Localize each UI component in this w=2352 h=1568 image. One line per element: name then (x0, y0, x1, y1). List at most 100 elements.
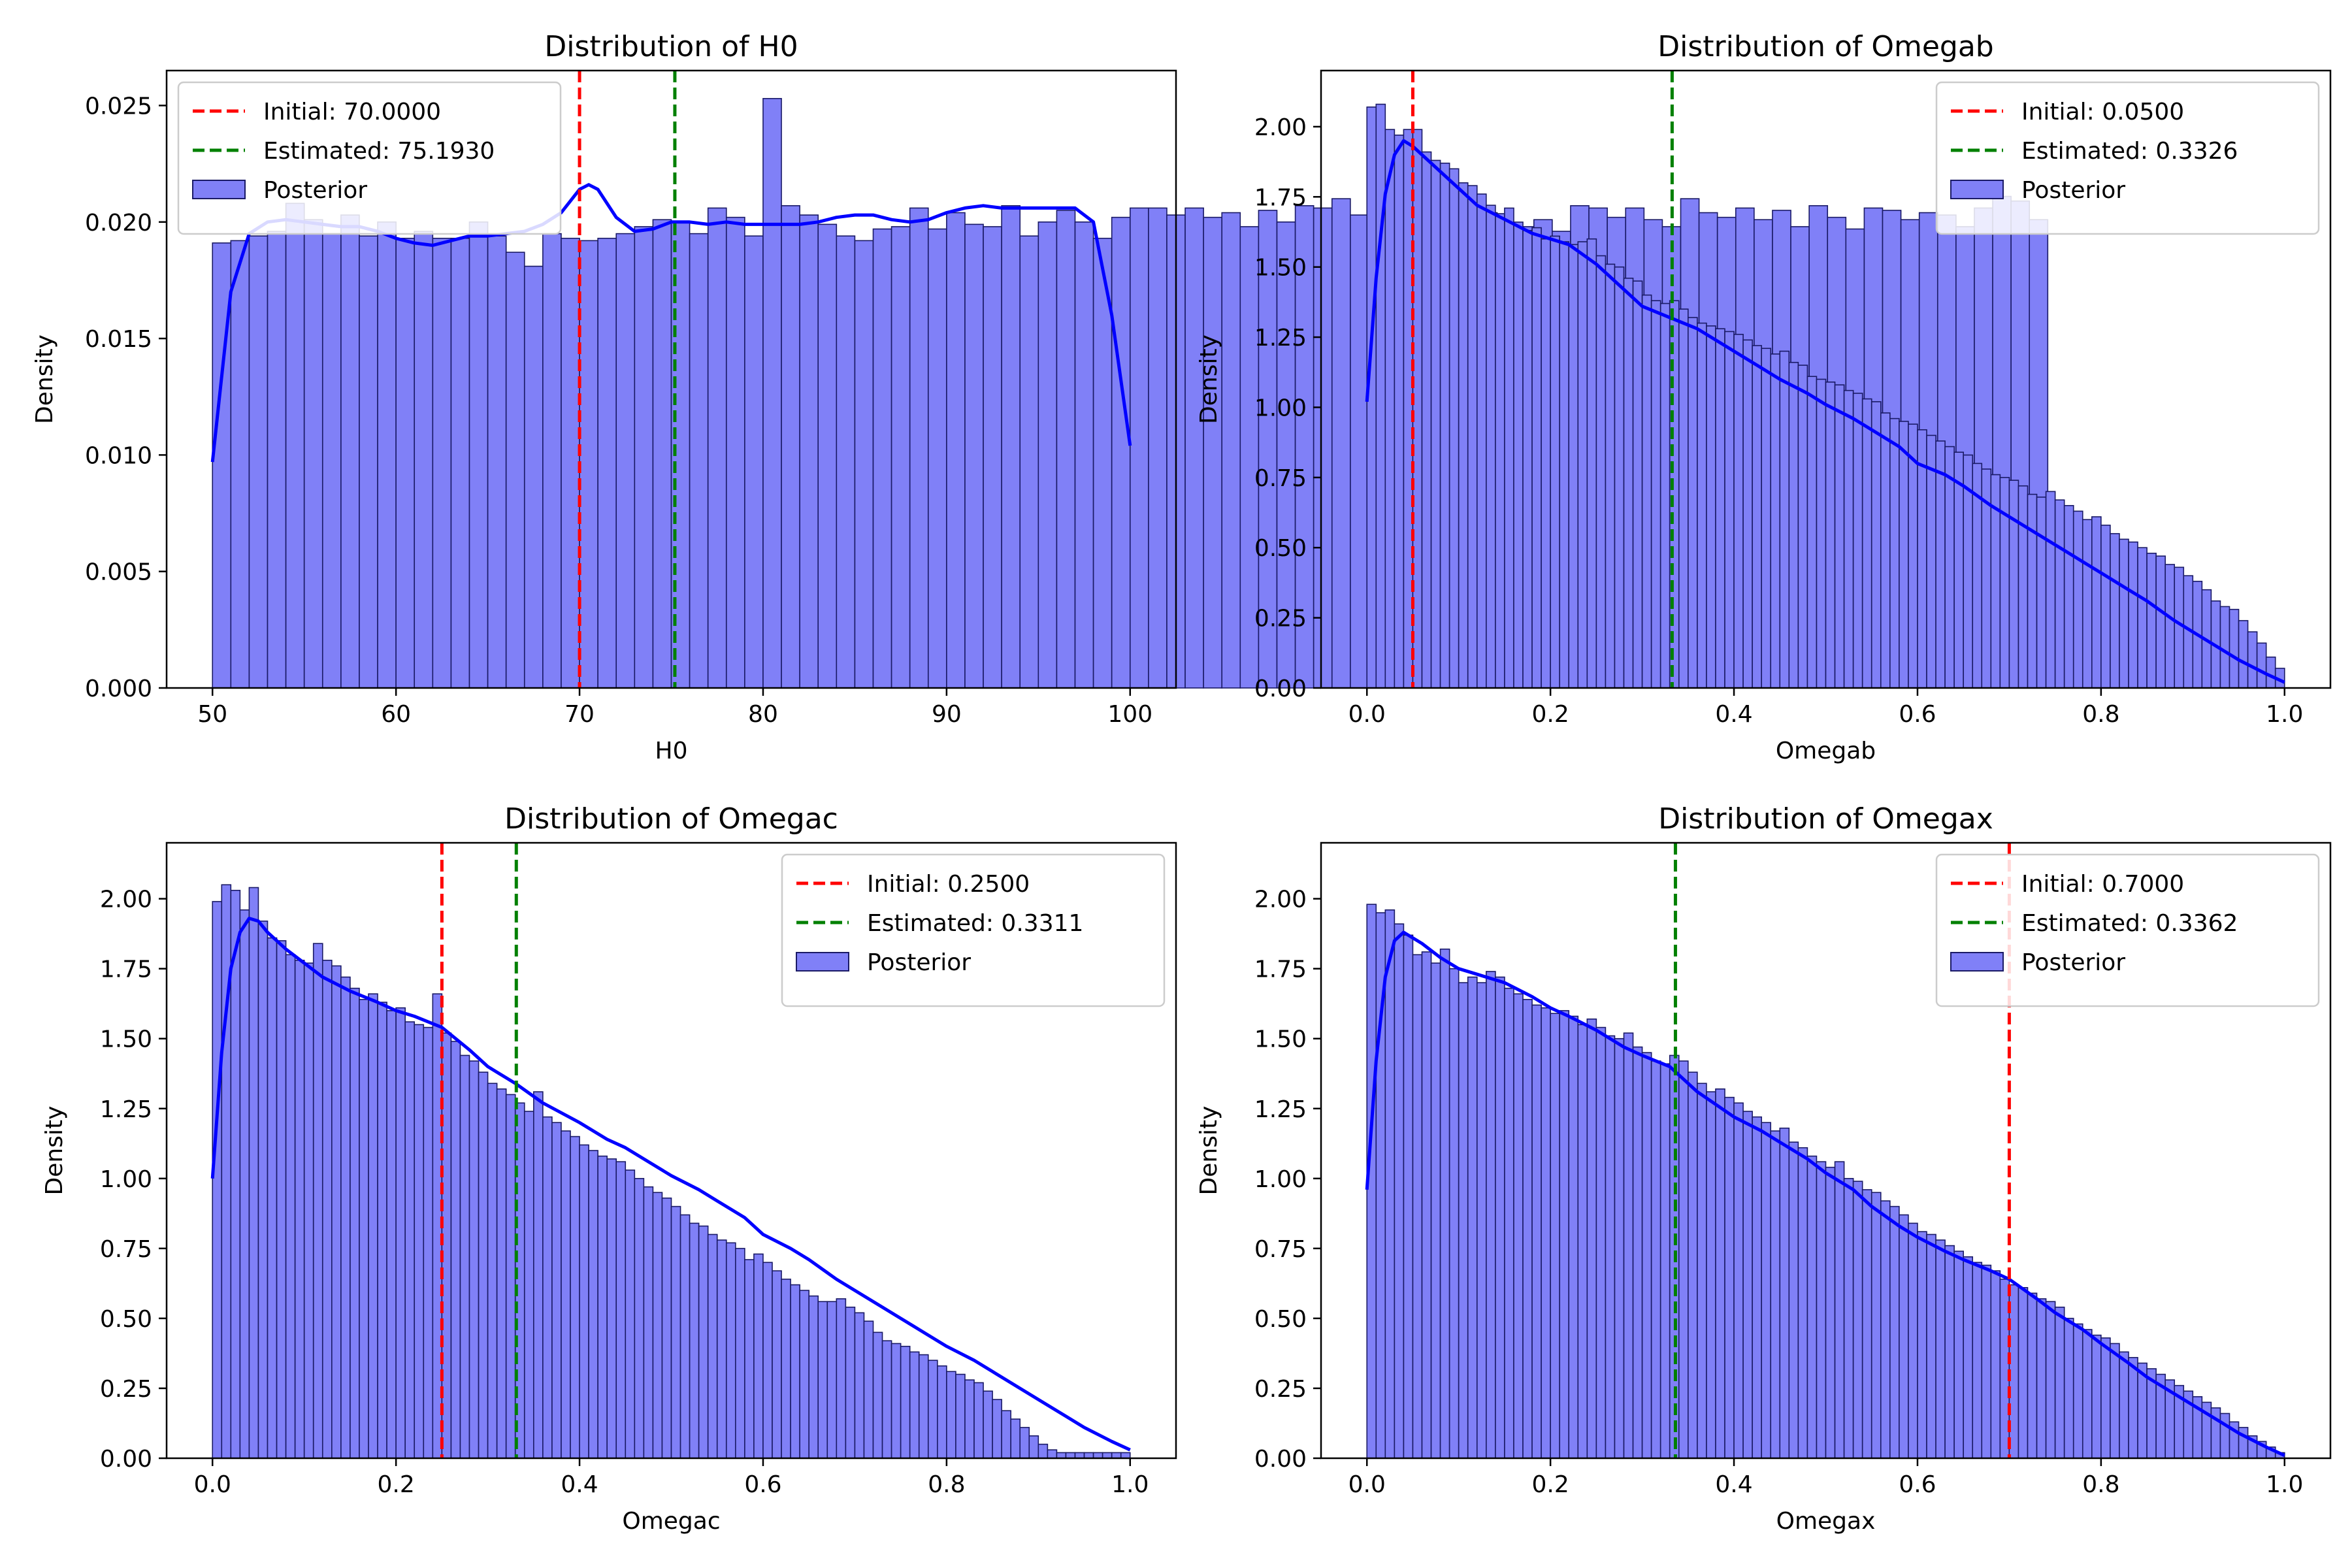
legend-initial-label: Initial: 0.2500 (867, 871, 1030, 898)
histogram-bar (725, 216, 745, 689)
histogram-bar (1476, 982, 1487, 1459)
histogram-bar (1797, 365, 1808, 689)
histogram-bar (1092, 237, 1113, 689)
histogram-bar (1944, 446, 1955, 689)
histogram-bar (1513, 993, 1524, 1459)
histogram-bar (2063, 1318, 2074, 1459)
histogram-bar (257, 921, 269, 1459)
histogram-bar (450, 1041, 461, 1459)
histogram-bar (799, 1290, 809, 1459)
histogram-bar (386, 1010, 397, 1459)
histogram-bar (1458, 982, 1469, 1459)
x-tick-label: 80 (748, 701, 778, 728)
histogram-bar (1752, 345, 1762, 689)
histogram-bar (2063, 504, 2074, 689)
y-tick-label: 1.00 (100, 1166, 152, 1193)
histogram-bar (588, 1150, 598, 1459)
histogram-bar (1614, 1037, 1625, 1459)
y-tick-label: 1.25 (100, 1096, 152, 1123)
histogram-bar (2238, 620, 2249, 689)
histogram-bar (579, 1144, 589, 1459)
histogram-bar (523, 265, 544, 689)
histogram-bar (459, 1054, 470, 1459)
histogram-bar (230, 889, 241, 1459)
histogram-bar (2256, 642, 2267, 689)
y-tick-label: 0.005 (85, 559, 152, 586)
histogram-bar (570, 1135, 580, 1459)
y-tick-label: 1.75 (100, 956, 152, 983)
histogram-bar (1541, 1007, 1551, 1459)
histogram-bar (303, 219, 323, 689)
histogram-bar (1486, 204, 1496, 689)
y-tick-label: 0.50 (1254, 535, 1307, 562)
histogram-bar (2110, 1343, 2120, 1459)
x-tick-label: 0.4 (561, 1471, 598, 1498)
histogram-bar (1577, 1024, 1588, 1459)
histogram-bar (973, 1382, 984, 1459)
panel-3: 0.0 0.2 0.4 0.6 0.8 1.0 0.00 0.25 0.50 0.75 1.00 1.… (41, 802, 1177, 1535)
histogram-bar (404, 1021, 416, 1459)
legend-posterior-label: Posterior (2021, 177, 2125, 204)
x-tick-label: 0.4 (1715, 701, 1752, 728)
histogram-bar (551, 1122, 562, 1459)
plot-frame (165, 69, 1177, 689)
legend-posterior-label: Posterior (263, 177, 367, 204)
histogram-bar (1843, 389, 1854, 689)
panel-4: 0.0 0.2 0.4 0.6 0.8 1.0 0.00 0.25 0.50 0.75 1.00 1.… (1196, 802, 2332, 1535)
histogram-bar (1550, 1013, 1560, 1459)
histogram-bar (1056, 210, 1076, 689)
kde-curve (1365, 139, 2285, 684)
histogram-bar (2110, 532, 2120, 689)
histogram-bar (2082, 1329, 2093, 1459)
histogram-bar (689, 233, 709, 689)
histogram-bar (808, 1295, 819, 1459)
y-axis-label: Density (1196, 1106, 1222, 1196)
histogram-bar (1870, 1192, 1882, 1459)
histogram-bar (2119, 538, 2129, 689)
histogram-bar (1641, 294, 1652, 689)
histogram-bar (1550, 235, 1560, 689)
y-tick-label: 1.25 (1254, 325, 1307, 351)
histogram-bar (890, 1343, 902, 1459)
histogram-bar (1779, 1127, 1790, 1459)
histogram-bar (267, 937, 278, 1459)
histogram-bar (744, 235, 764, 689)
x-tick-label: 1.0 (1111, 1471, 1149, 1498)
histogram-bar (350, 987, 360, 1459)
histogram-bar (1513, 221, 1524, 689)
histogram-bar (2265, 656, 2276, 689)
histogram-bar (1394, 923, 1405, 1459)
histogram-bar (1650, 1060, 1661, 1459)
histogram-bar (2054, 1306, 2065, 1459)
histogram-bar (1074, 221, 1094, 689)
histogram-bar (955, 1373, 966, 1459)
y-tick-label: 0.25 (1254, 606, 1307, 632)
histogram-bar (836, 235, 856, 689)
legend-box (1935, 853, 2320, 1007)
histogram-bar (450, 237, 470, 689)
legend: Initial: 0.0500 Estimated: 0.3326 Posterio… (1935, 81, 2320, 235)
histogram-bar (854, 1312, 865, 1459)
histogram-bar (423, 1026, 434, 1459)
histogram-bar (615, 1161, 627, 1459)
histogram-bar (285, 203, 305, 689)
y-tick-label: 2.00 (1254, 114, 1307, 141)
legend-box (781, 853, 1166, 1007)
histogram-bar (1439, 162, 1450, 689)
histogram-bar (359, 235, 378, 689)
y-tick-label: 1.00 (1254, 395, 1307, 421)
y-tick-label: 0.25 (1254, 1376, 1307, 1403)
histogram-bar (303, 962, 314, 1459)
histogram-bar (790, 1284, 800, 1459)
histogram-bar (1852, 1181, 1863, 1459)
histogram-bar (1706, 1091, 1716, 1459)
legend-initial-label: Initial: 0.7000 (2021, 871, 2184, 898)
histogram-bar (1559, 241, 1570, 689)
x-tick-label: 0.2 (378, 1471, 415, 1498)
histogram-bar (1724, 331, 1735, 689)
histogram-bar (946, 1371, 956, 1459)
plot-frame (1320, 841, 2332, 1460)
histogram-bar (377, 1002, 387, 1459)
histogram-bar (505, 252, 525, 689)
